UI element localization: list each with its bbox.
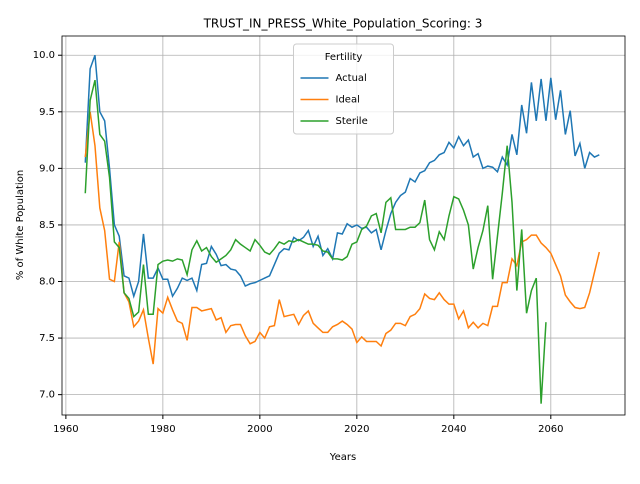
y-tick-label: 8.0: [39, 277, 55, 288]
y-tick-label: 9.5: [39, 107, 55, 118]
chart-title: TRUST_IN_PRESS_White_Population_Scoring:…: [203, 17, 483, 31]
y-tick-label: 10.0: [33, 50, 55, 61]
x-tick-label: 2040: [441, 424, 466, 435]
data-line: [84, 111, 601, 365]
legend-label: Sterile: [336, 116, 368, 127]
data-line: [84, 54, 600, 299]
y-tick-label: 7.0: [39, 390, 55, 401]
x-tick-label: 1960: [53, 424, 78, 435]
y-tick-label: 8.5: [39, 220, 55, 231]
x-tick-label: 2000: [247, 424, 272, 435]
y-tick-label: 9.0: [39, 163, 55, 174]
legend-label: Actual: [336, 73, 367, 84]
y-axis-label: % of White Population: [15, 170, 26, 280]
x-tick-label: 2020: [344, 424, 369, 435]
legend-label: Ideal: [336, 95, 360, 106]
legend-box: [293, 43, 394, 135]
data-line: [84, 79, 547, 404]
legend-title: Fertility: [325, 52, 363, 63]
y-tick-label: 7.5: [39, 333, 55, 344]
legend: Fertility Actual Ideal Sterile: [293, 43, 394, 135]
plot-frame: [61, 35, 626, 416]
x-tick-label: 2060: [538, 424, 563, 435]
x-axis-label: Years: [329, 452, 356, 463]
x-tick-label: 1980: [150, 424, 175, 435]
